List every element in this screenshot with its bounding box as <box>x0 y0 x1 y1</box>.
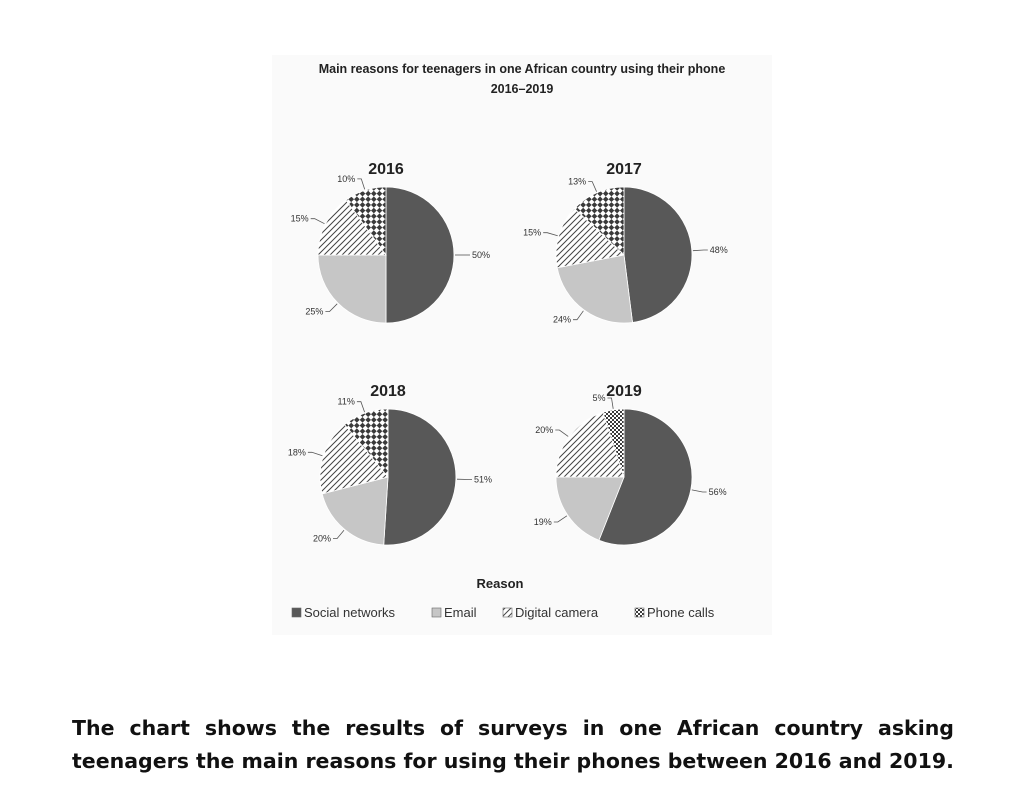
pie-slice-phone-calls <box>344 408 389 479</box>
legend-item-digital-camera: Digital camera <box>502 605 599 620</box>
pie-data-label: 11% <box>338 397 355 407</box>
pie-slice-email <box>317 254 387 324</box>
label-leader-line <box>307 451 323 457</box>
pie-data-label: 18% <box>288 447 306 457</box>
chart-caption: The chart shows the results of surveys i… <box>72 716 954 773</box>
pie-2017: 2017 48% 24% 15% 13% <box>523 161 728 325</box>
chart-figure: Main reasons for teenagers in one Africa… <box>272 55 772 635</box>
pie-slice-email <box>556 254 633 324</box>
legend-label: Digital camera <box>515 605 599 620</box>
pie-slice-phone-calls <box>345 186 387 257</box>
legend-swatch <box>502 607 513 618</box>
pie-data-label: 15% <box>291 214 309 224</box>
label-leader-line <box>333 529 345 540</box>
pie-slice-phone-calls <box>573 186 625 256</box>
pie-data-label: 51% <box>474 475 492 485</box>
label-leader-line <box>310 218 325 225</box>
pie-data-label: 50% <box>472 250 490 260</box>
pie-2016: 2016 50% 25% 15% 10% <box>291 161 490 324</box>
legend-label: Social networks <box>304 605 396 620</box>
pie-2018: 2018 51% 20% 18% 11% <box>288 383 492 546</box>
legend-label: Email <box>444 605 477 620</box>
pie-data-label: 56% <box>709 487 727 497</box>
pie-slice-social-networks <box>383 408 457 546</box>
pie-data-label: 20% <box>535 425 553 435</box>
legend-item-phone-calls: Phone calls <box>634 605 715 620</box>
legend-swatch <box>634 607 645 618</box>
pie-year-label: 2019 <box>606 383 642 400</box>
label-leader-line <box>555 429 569 437</box>
pie-data-label: 25% <box>305 307 323 317</box>
pie-slice-social-networks <box>598 408 693 546</box>
legend-title: Reason <box>477 576 524 591</box>
label-leader-line <box>607 397 614 409</box>
chart-subtitle: 2016–2019 <box>490 82 554 96</box>
pie-slice-digital-camera <box>317 199 387 256</box>
pie-data-label: 20% <box>313 534 331 544</box>
pie-slice-social-networks <box>385 186 455 324</box>
pie-data-label: 5% <box>592 393 605 403</box>
label-leader-line <box>325 303 338 313</box>
pie-slice-phone-calls <box>602 408 625 478</box>
pie-slice-digital-camera <box>555 207 625 269</box>
legend-swatch <box>431 607 442 618</box>
label-leader-line <box>357 178 366 190</box>
pie-data-label: 19% <box>534 517 552 527</box>
label-leader-line <box>692 249 708 252</box>
pie-data-label: 10% <box>337 174 355 184</box>
pie-slice-email <box>555 476 625 541</box>
legend-swatch <box>291 607 302 618</box>
pie-data-label: 24% <box>553 315 571 325</box>
label-leader-line <box>573 310 584 321</box>
label-leader-line <box>691 489 707 493</box>
legend-label: Phone calls <box>647 605 715 620</box>
pie-data-label: 15% <box>523 228 541 238</box>
label-leader-line <box>553 515 568 523</box>
pie-slice-social-networks <box>623 186 693 323</box>
pie-year-label: 2017 <box>606 161 642 178</box>
label-leader-line <box>543 232 558 237</box>
pie-slice-digital-camera <box>555 411 625 478</box>
pie-charts-svg: 201650%25%15%10%201748%24%15%13%201851%2… <box>288 161 728 620</box>
pie-slice-email <box>321 476 389 546</box>
pie-year-label: 2018 <box>370 383 406 400</box>
pie-slice-digital-camera <box>319 424 389 495</box>
pie-data-label: 48% <box>710 245 728 255</box>
pie-2019: 2019 56% 19% 20% 5% <box>534 383 727 546</box>
legend-item-email: Email <box>431 605 477 620</box>
pie-data-label: 13% <box>568 177 586 187</box>
label-leader-line <box>356 401 365 413</box>
chart-title: Main reasons for teenagers in one Africa… <box>318 62 726 76</box>
legend-item-social-networks: Social networks <box>291 605 396 620</box>
label-leader-line <box>588 181 597 192</box>
pie-year-label: 2016 <box>368 161 404 178</box>
